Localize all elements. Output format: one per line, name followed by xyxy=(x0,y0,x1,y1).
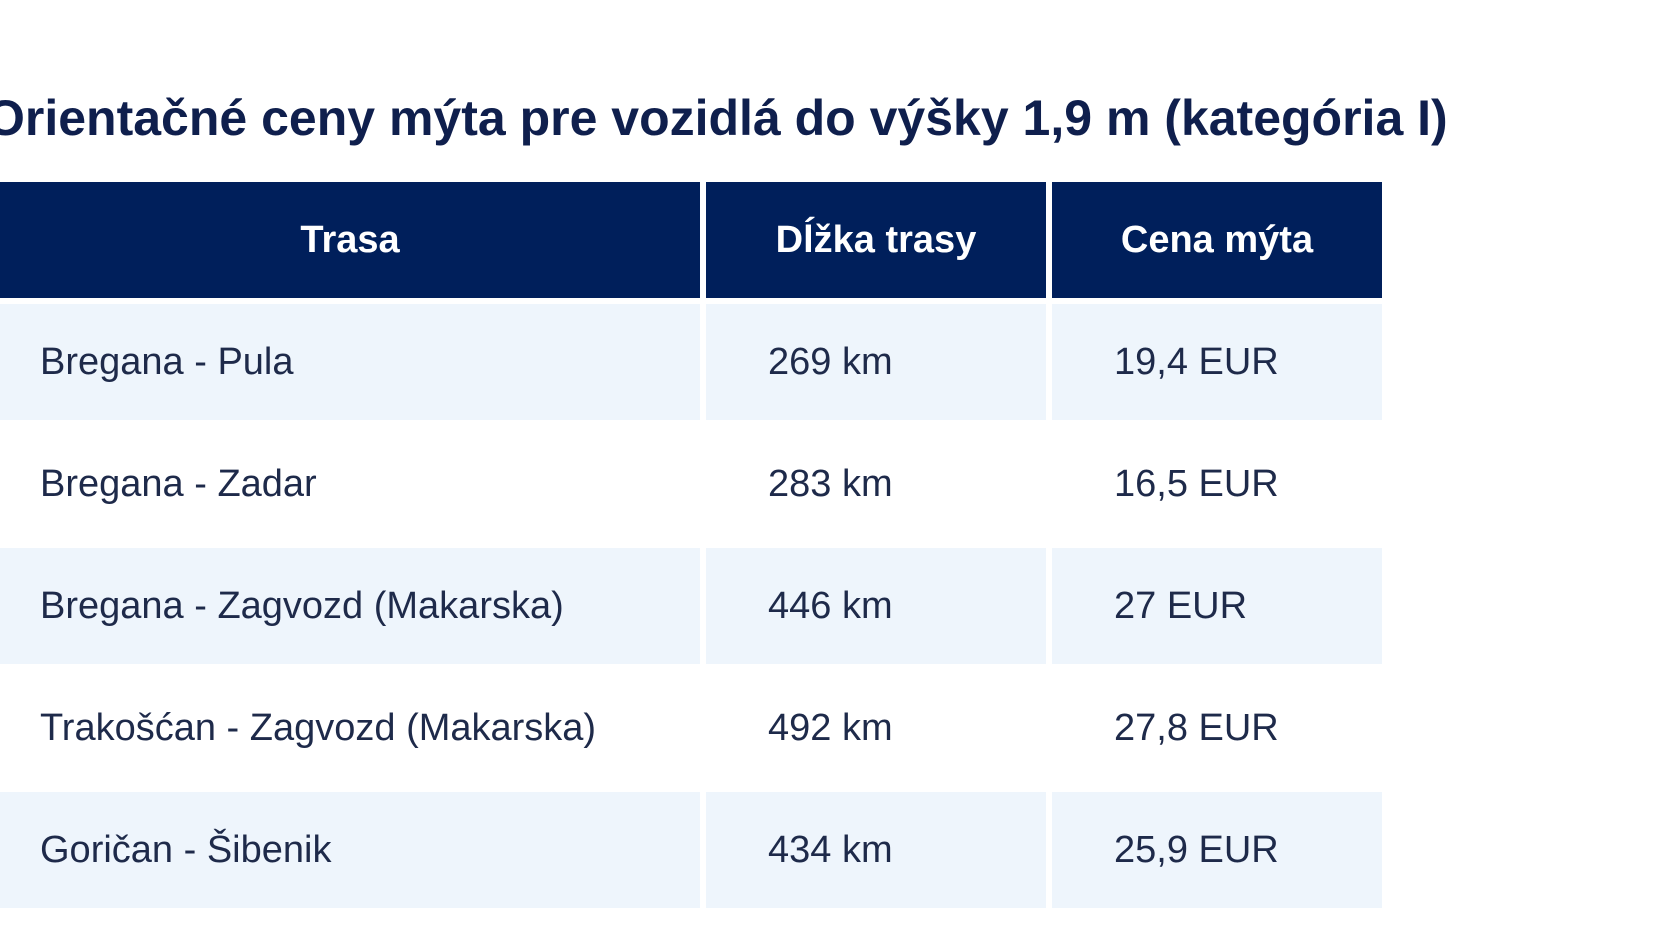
route-cell: Bregana - Zadar xyxy=(0,426,700,548)
column-header-route: Trasa xyxy=(0,182,700,304)
length-cell: 283 km xyxy=(706,426,1046,548)
length-cell: 269 km xyxy=(706,304,1046,426)
price-cell: 19,4 EUR xyxy=(1052,304,1382,426)
table-row: Goričan - Šibenik 434 km 25,9 EUR xyxy=(0,792,1382,914)
table-row: Bregana - Zadar 283 km 16,5 EUR xyxy=(0,426,1382,548)
table-header-row: Trasa Dĺžka trasy Cena mýta xyxy=(0,182,1382,304)
route-cell: Goričan - Šibenik xyxy=(0,792,700,914)
column-header-length: Dĺžka trasy xyxy=(706,182,1046,304)
table-row: Bregana - Pula 269 km 19,4 EUR xyxy=(0,304,1382,426)
page-title: Orientačné ceny mýta pre vozidlá do výšk… xyxy=(0,90,1448,146)
length-cell: 446 km xyxy=(706,548,1046,670)
route-cell: Bregana - Zagvozd (Makarska) xyxy=(0,548,700,670)
column-header-price: Cena mýta xyxy=(1052,182,1382,304)
length-cell: 492 km xyxy=(706,670,1046,792)
price-cell: 16,5 EUR xyxy=(1052,426,1382,548)
price-cell: 25,9 EUR xyxy=(1052,792,1382,914)
route-cell: Trakošćan - Zagvozd (Makarska) xyxy=(0,670,700,792)
length-cell: 434 km xyxy=(706,792,1046,914)
table-row: Trakošćan - Zagvozd (Makarska) 492 km 27… xyxy=(0,670,1382,792)
route-cell: Bregana - Pula xyxy=(0,304,700,426)
price-cell: 27,8 EUR xyxy=(1052,670,1382,792)
price-cell: 27 EUR xyxy=(1052,548,1382,670)
toll-price-table: Trasa Dĺžka trasy Cena mýta Bregana - Pu… xyxy=(0,182,1388,914)
table-row: Bregana - Zagvozd (Makarska) 446 km 27 E… xyxy=(0,548,1382,670)
